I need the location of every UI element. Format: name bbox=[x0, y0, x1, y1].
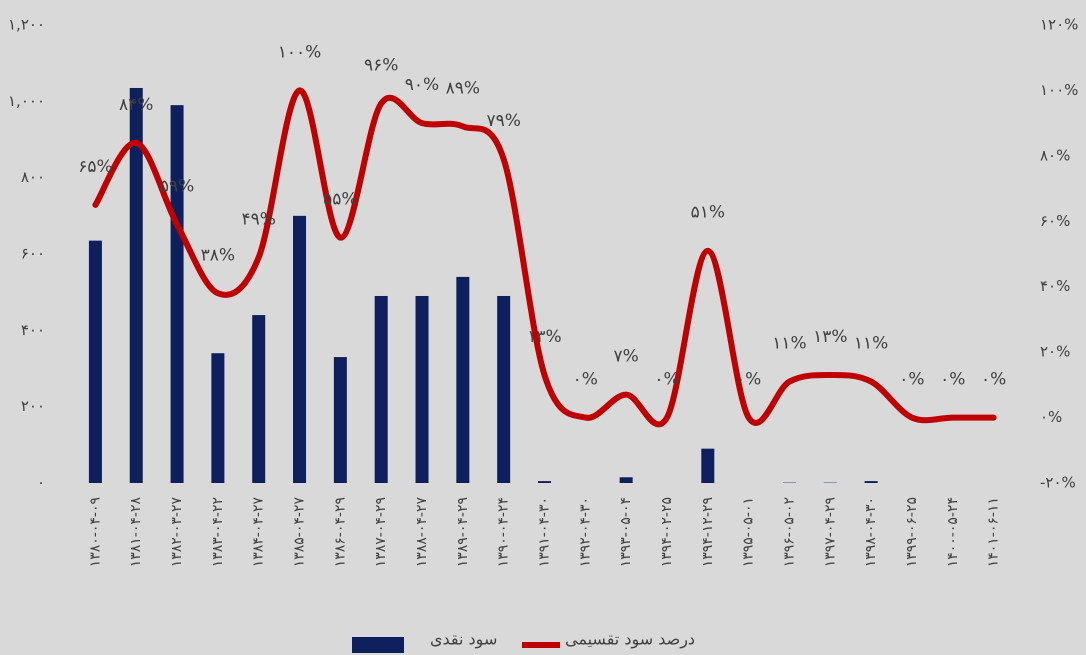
legend-swatch bbox=[352, 637, 404, 653]
x-tick-label: ۱۳۹۷-۰۴-۲۹ bbox=[822, 497, 838, 567]
data-label: ۱۰۰% bbox=[278, 42, 322, 62]
x-tick-label: ۱۳۹۱-۰۴-۳۰ bbox=[537, 497, 553, 567]
x-tick-label: ۱۴۰۱-۰۶-۱۱ bbox=[986, 497, 1002, 567]
data-label: ۰% bbox=[736, 370, 761, 390]
x-tick-label: ۱۳۹۵-۰۵-۰۱ bbox=[741, 497, 757, 567]
y-tick-label: ۱,۰۰۰ bbox=[8, 92, 45, 110]
bar bbox=[415, 295, 429, 483]
data-label: ۱۱% bbox=[854, 334, 888, 354]
x-tick-label: ۱۳۸۸-۰۴-۲۷ bbox=[414, 497, 430, 568]
data-label: ۷۹% bbox=[486, 111, 520, 131]
x-tick-label: ۱۳۹۴-۱۲-۲۹ bbox=[700, 497, 716, 567]
data-label: ۵۵% bbox=[323, 190, 357, 210]
x-tick-label: ۱۳۸۵-۰۴-۲۷ bbox=[292, 497, 308, 568]
data-label: ۸۹% bbox=[446, 78, 480, 98]
x-tick-label: ۱۳۹۶-۰۵-۰۲ bbox=[781, 497, 797, 567]
y2-tick-label: ۰% bbox=[1040, 408, 1062, 426]
data-label: ۷% bbox=[614, 347, 639, 367]
bar bbox=[456, 276, 470, 483]
data-label: ۰% bbox=[981, 370, 1006, 390]
data-label: ۱۳% bbox=[813, 327, 847, 347]
legend-label: درصد سود تقسیمی bbox=[565, 630, 695, 650]
x-tick-label: ۱۳۸۶-۰۴-۲۹ bbox=[332, 497, 348, 567]
y2-tick-label: ۶۰% bbox=[1040, 212, 1070, 230]
y-tick-label: ۸۰۰ bbox=[21, 168, 45, 186]
data-label: ۰% bbox=[654, 370, 679, 390]
data-label: ۸۴% bbox=[119, 95, 153, 115]
x-tick-label: ۱۴۰۰-۰۵-۲۴ bbox=[945, 497, 961, 567]
data-label: ۱۳% bbox=[527, 327, 561, 347]
x-tick-label: ۱۳۹۳-۰۵-۰۴ bbox=[618, 497, 634, 567]
data-label: ۰% bbox=[899, 370, 924, 390]
data-label: ۵۹% bbox=[160, 177, 194, 197]
y2-tick-label: ۴۰% bbox=[1040, 277, 1070, 295]
x-tick-label: ۱۳۹۴-۰۲-۲۵ bbox=[659, 497, 675, 567]
y-tick-label: ۰ bbox=[37, 474, 45, 492]
data-label: ۹۶% bbox=[364, 56, 398, 76]
data-label: ۹۰% bbox=[405, 75, 439, 95]
y2-tick-label: -۲۰% bbox=[1040, 474, 1076, 492]
data-label: ۵۱% bbox=[691, 203, 725, 223]
data-label: ۰% bbox=[940, 370, 965, 390]
x-tick-label: ۱۳۸۴-۰۴-۲۷ bbox=[251, 497, 267, 568]
x-tick-label: ۱۳۹۸-۰۴-۳۰ bbox=[863, 497, 879, 567]
x-tick-label: ۱۳۸۷-۰۴-۲۹ bbox=[373, 497, 389, 567]
data-label: ۰% bbox=[573, 370, 598, 390]
x-tick-label: ۱۳۸۱-۰۴-۲۸ bbox=[128, 497, 144, 568]
y2-tick-label: ۱۲۰% bbox=[1040, 16, 1078, 34]
bar bbox=[129, 87, 143, 483]
y-tick-label: ۲۰۰ bbox=[21, 397, 45, 415]
legend-label: سود نقدی bbox=[430, 630, 497, 650]
bar bbox=[374, 295, 388, 483]
bar bbox=[252, 315, 266, 483]
bar bbox=[170, 105, 184, 484]
x-tick-label: ۱۳۸۹-۰۴-۲۹ bbox=[455, 497, 471, 567]
y2-tick-label: ۱۰۰% bbox=[1040, 81, 1078, 99]
x-tick-label: ۱۳۸۰-۰۴-۰۹ bbox=[87, 497, 103, 567]
x-tick-label: ۱۳۹۲-۰۴-۳۰ bbox=[577, 497, 593, 567]
data-label: ۳۸% bbox=[201, 245, 235, 265]
y2-tick-label: ۲۰% bbox=[1040, 343, 1070, 361]
data-label: ۴۹% bbox=[242, 209, 276, 229]
bar bbox=[619, 477, 633, 483]
bar bbox=[701, 448, 715, 483]
x-tick-label: ۱۳۹۹-۰۶-۲۵ bbox=[904, 497, 920, 567]
data-label: ۱۱% bbox=[772, 334, 806, 354]
x-tick-label: ۱۳۸۳-۰۴-۲۲ bbox=[210, 497, 226, 567]
bar bbox=[88, 240, 102, 483]
bar bbox=[864, 481, 878, 483]
y-tick-label: ۴۰۰ bbox=[21, 321, 45, 339]
bar bbox=[538, 481, 551, 483]
y-tick-label: ۱,۲۰۰ bbox=[8, 16, 45, 34]
x-tick-label: ۱۳۸۲-۰۳-۲۷ bbox=[169, 497, 185, 568]
y-tick-label: ۶۰۰ bbox=[21, 245, 45, 263]
bar bbox=[293, 215, 307, 484]
bar bbox=[497, 295, 511, 483]
bar bbox=[211, 353, 225, 483]
data-label: ۶۵% bbox=[78, 157, 112, 177]
y2-tick-label: ۸۰% bbox=[1040, 146, 1070, 164]
line bbox=[92, 87, 997, 428]
bar bbox=[333, 357, 347, 483]
x-tick-label: ۱۳۹۰-۰۴-۲۴ bbox=[496, 497, 512, 567]
